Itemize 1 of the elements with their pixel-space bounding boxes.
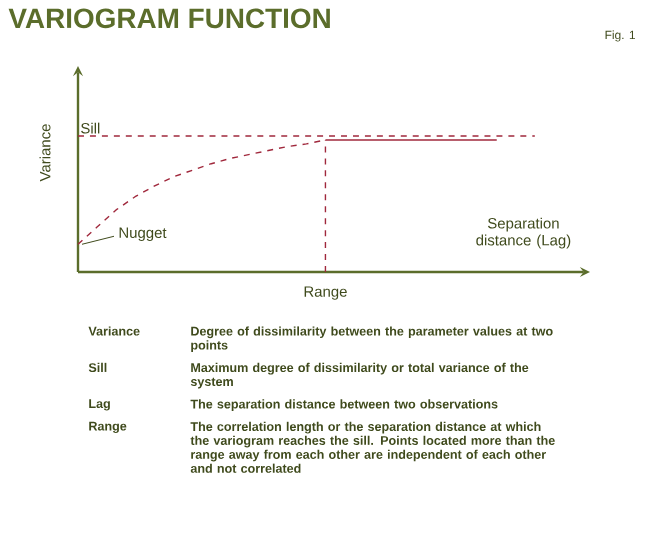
chart-title: VARIOGRAM FUNCTION bbox=[8, 8, 330, 29]
